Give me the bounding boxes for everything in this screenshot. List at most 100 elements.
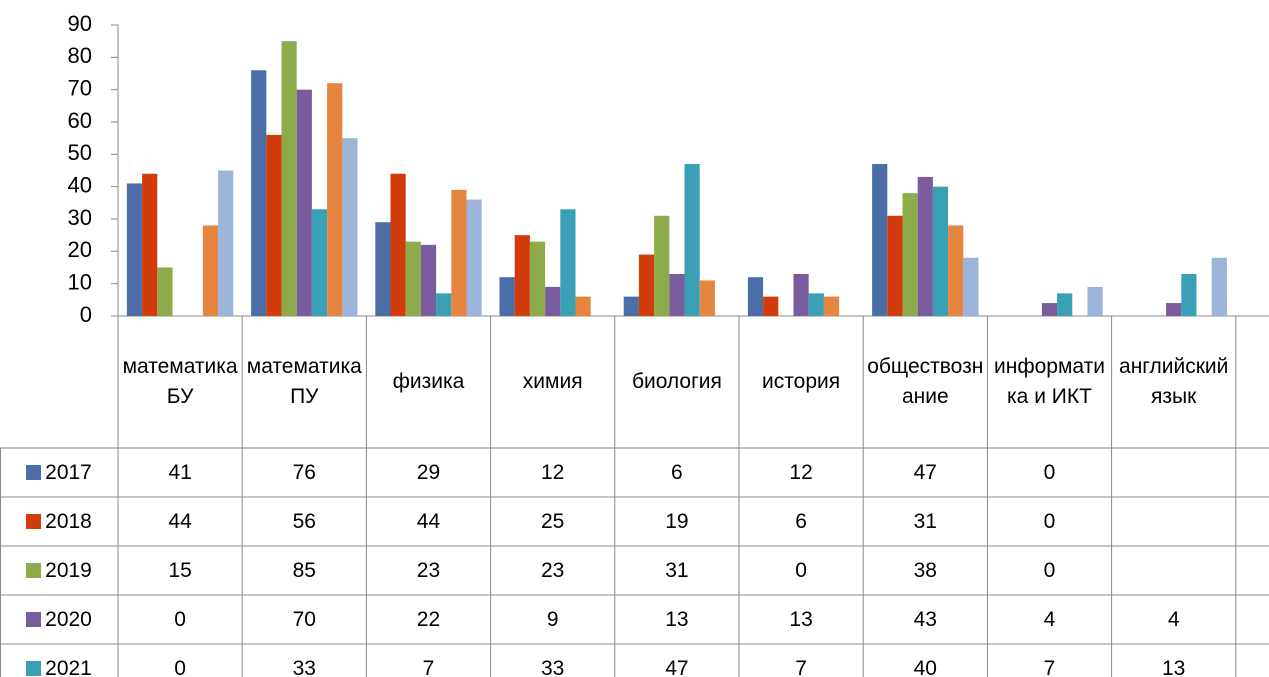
- category-header: математика БУ: [122, 355, 238, 408]
- legend-swatch: [26, 612, 42, 627]
- legend-swatch: [26, 514, 42, 529]
- bar: [1181, 273, 1197, 316]
- table-value: 31: [913, 509, 937, 533]
- bar: [699, 280, 715, 316]
- bar: [266, 134, 282, 316]
- table-value: 47: [665, 656, 689, 677]
- legend-cell: 2019: [0, 546, 118, 595]
- table-value: 38: [913, 558, 937, 582]
- bar: [281, 41, 297, 317]
- table-value: 29: [416, 460, 441, 484]
- table-value: 13: [665, 607, 689, 631]
- bar: [948, 225, 964, 316]
- bar: [638, 254, 655, 316]
- bar: [1166, 303, 1182, 316]
- table-value: 33: [541, 656, 565, 677]
- bar: [420, 244, 437, 316]
- table-value: 19: [665, 509, 689, 533]
- y-tick-label: 40: [68, 172, 92, 197]
- category-header: информатика и ИКТ: [994, 355, 1105, 408]
- legend-swatch: [26, 465, 42, 480]
- bar: [575, 296, 591, 316]
- table-value: 40: [913, 656, 937, 677]
- bar: [669, 273, 685, 316]
- bar: [887, 215, 903, 316]
- table-value: 41: [168, 460, 192, 484]
- category-header: физика: [392, 370, 465, 393]
- table-value: 25: [541, 509, 565, 533]
- bar: [932, 186, 949, 316]
- bar: [529, 241, 546, 316]
- bar: [1057, 293, 1073, 316]
- table-value: 76: [292, 460, 316, 484]
- bar: [560, 209, 576, 316]
- bar: [823, 296, 840, 316]
- table-value: 44: [416, 509, 441, 533]
- table-value: 13: [1162, 656, 1186, 677]
- y-tick-label: 20: [68, 237, 92, 262]
- bar: [684, 164, 700, 316]
- bar: [963, 257, 979, 316]
- table-value: 44: [168, 509, 192, 533]
- table-value: 0: [1043, 509, 1056, 533]
- legend-cell: 2021: [0, 644, 118, 677]
- bar: [218, 170, 234, 316]
- bar: [251, 70, 267, 317]
- table-value: 12: [541, 460, 565, 484]
- legend-cell: 2017: [0, 448, 118, 497]
- table-value: 56: [292, 509, 316, 533]
- bar: [342, 138, 358, 316]
- category-header: обществознание: [867, 355, 984, 408]
- bar: [917, 176, 933, 316]
- legend-label: 2021: [45, 656, 92, 677]
- legend-swatch: [26, 563, 42, 578]
- table-value: 70: [292, 607, 316, 631]
- legend-label: 2017: [45, 460, 92, 484]
- table-value: 0: [795, 558, 807, 582]
- bar: [545, 286, 561, 316]
- table-value: 85: [292, 558, 316, 582]
- legend-swatch: [26, 661, 42, 676]
- table-value: 23: [541, 558, 565, 582]
- bar: [499, 277, 515, 316]
- table-value: 7: [1043, 656, 1056, 677]
- table-value: 7: [795, 656, 807, 677]
- bar: [126, 183, 143, 316]
- y-tick-label: 50: [68, 140, 92, 165]
- category-header: биология: [631, 370, 722, 393]
- bar: [390, 173, 406, 316]
- bar: [202, 225, 219, 316]
- y-tick-label: 80: [68, 43, 92, 68]
- bar: [1087, 286, 1103, 316]
- bar: [436, 293, 452, 316]
- bar: [1041, 303, 1058, 316]
- y-tick-label: 0: [80, 302, 92, 327]
- bar: [793, 273, 809, 316]
- table-value: 6: [795, 509, 807, 533]
- table-value: 13: [789, 607, 813, 631]
- bar: [311, 209, 328, 316]
- table-value: 12: [789, 460, 813, 484]
- bar: [375, 222, 391, 316]
- bar: [296, 89, 312, 317]
- legend-cell: 2018: [0, 497, 118, 546]
- legend-label: 2019: [45, 558, 92, 582]
- y-tick-label: 30: [68, 205, 92, 230]
- bar: [327, 83, 343, 316]
- table-value: 0: [174, 656, 186, 677]
- table-value: 4: [1043, 607, 1056, 631]
- legend-cell: 2020: [0, 595, 118, 644]
- table-value: 7: [422, 656, 435, 677]
- table-value: 0: [1043, 558, 1056, 582]
- bar: [157, 267, 173, 316]
- bar: [654, 215, 670, 316]
- table-value: 47: [913, 460, 937, 484]
- bar: [747, 277, 764, 316]
- category-header: ли: [1236, 316, 1269, 448]
- y-tick-label: 70: [68, 75, 92, 100]
- table-value: 22: [416, 607, 441, 631]
- table-value: 31: [665, 558, 689, 582]
- table-value: 33: [292, 656, 316, 677]
